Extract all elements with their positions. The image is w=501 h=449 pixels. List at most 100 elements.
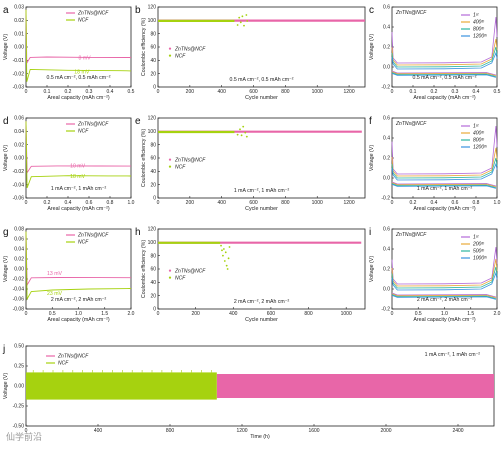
x-axis-label: Time (h) — [250, 434, 270, 440]
legend-marker — [168, 269, 172, 272]
data-point — [245, 135, 248, 138]
y-tick-label: 80 — [150, 142, 156, 148]
legend-label: NCF — [175, 164, 186, 170]
condition-text: 1 mA cm⁻², 1 mAh cm⁻² — [234, 188, 290, 194]
data-point — [245, 14, 248, 16]
panel-letter: i — [369, 227, 371, 238]
series-line — [25, 9, 132, 82]
y-tick-label: 0.08 — [14, 227, 24, 233]
y-tick-label: 60 — [150, 45, 156, 51]
x-tick-label: 0.2 — [410, 200, 417, 206]
y-tick-label: 40 — [150, 169, 156, 175]
y-tick-label: 120 — [148, 5, 157, 11]
legend-label: 500ᵗʰ — [473, 249, 484, 255]
x-tick-label: 0.5 — [49, 311, 56, 317]
y-axis-label: Voltage (V) — [3, 256, 9, 282]
y-tick-label: 0.6 — [383, 5, 390, 11]
series-line — [391, 182, 497, 188]
watermark-text: 仙学前沿 — [6, 433, 43, 443]
legend-label: 1ˢᵗ — [473, 235, 479, 241]
x-tick-label: 0 — [391, 200, 394, 206]
y-tick-label: -0.2 — [381, 307, 390, 313]
y-tick-label: 0 — [153, 85, 156, 91]
x-tick-label: 200 — [191, 311, 200, 317]
condition-text: 2 mA cm⁻², 2 mAh cm⁻² — [51, 297, 107, 303]
panel-i: 0 0.5 1.0 1.5 2.0 -0.2 0.0 0.2 0.4 0.6 Areal capac… — [369, 227, 501, 323]
panel-letter: e — [135, 116, 141, 127]
legend-label: 200ᵗʰ — [472, 242, 484, 248]
x-tick-label: 1.0 — [494, 200, 501, 206]
condition-text: 0.5 mA cm⁻², 0.5 mAh cm⁻² — [413, 75, 477, 81]
y-tick-label: 0.04 — [14, 247, 24, 253]
y-tick-label: 20 — [150, 182, 156, 188]
y-tick-label: 0.00 — [14, 45, 24, 51]
x-tick-label: 0.2 — [44, 200, 51, 206]
y-tick-label: 0.2 — [383, 267, 390, 273]
data-point — [220, 244, 222, 247]
legend-label: 1000ᵗʰ — [473, 256, 487, 262]
series-line — [391, 70, 497, 76]
y-tick-label: 0.4 — [383, 25, 390, 31]
series-line — [391, 71, 497, 77]
y-tick-label: -0.04 — [13, 287, 25, 293]
panel-j: 0 400 800 1200 1600 2000 2400 -0.50 -0.25 0.00 0.2… — [2, 344, 495, 440]
legend-label: NCF — [78, 240, 89, 246]
y-tick-label: 20 — [150, 293, 156, 299]
x-axis-label: Areal capacity (mAh cm⁻²) — [413, 206, 475, 212]
series-band — [216, 374, 495, 398]
y-tick-label: 0.4 — [383, 247, 390, 253]
panel-letter: a — [3, 5, 9, 16]
x-axis-label: Areal capacity (mAh cm⁻²) — [413, 95, 475, 101]
y-tick-label: 80 — [150, 31, 156, 37]
panel-a: 0 0.1 0.2 0.3 0.4 0.5 -0.03 -0.02 -0.01 0.00 0.01 0… — [3, 5, 135, 101]
panel-title: ZnTNs@NCF — [395, 232, 427, 238]
panel-g: 0 0.5 1.0 1.5 2.0 -0.08 -0.06 -0.04 -0.02 0.00 0.0… — [3, 227, 135, 323]
data-point — [238, 16, 241, 19]
y-tick-label: 100 — [148, 240, 157, 246]
x-tick-label: 2.0 — [494, 311, 501, 317]
y-tick-label: 0.0 — [383, 65, 390, 71]
x-tick-label: 600 — [267, 311, 276, 317]
y-tick-label: 40 — [150, 280, 156, 286]
x-axis-label: Areal capacity (mAh cm⁻²) — [413, 317, 475, 323]
y-axis-label: Coulombic efficiency (%) — [141, 18, 147, 76]
x-tick-label: 1.0 — [75, 311, 82, 317]
data-point — [224, 251, 227, 254]
x-tick-label: 0.4 — [473, 89, 480, 95]
y-tick-label: 20 — [150, 71, 156, 77]
y-tick-label: 0.50 — [14, 344, 24, 350]
x-tick-label: 200 — [186, 200, 195, 206]
legend-label: NCF — [175, 53, 186, 59]
x-tick-label: 0 — [25, 89, 28, 95]
y-tick-label: 100 — [148, 18, 157, 24]
y-axis-label: Voltage (V) — [369, 34, 375, 60]
x-tick-label: 0.6 — [86, 200, 93, 206]
data-point — [242, 125, 245, 128]
legend-marker — [168, 47, 172, 50]
condition-text: 0.5 mA cm⁻², 0.5 mAh cm⁻² — [230, 77, 294, 83]
condition-text: 0.5 mA cm⁻², 0.5 mAh cm⁻² — [47, 75, 111, 81]
data-point — [243, 24, 245, 27]
data-point — [239, 128, 241, 131]
y-tick-label: 0.4 — [383, 136, 390, 142]
x-tick-label: 1200 — [344, 200, 355, 206]
x-tick-label: 800 — [281, 200, 290, 206]
y-tick-label: 0.00 — [14, 384, 24, 390]
x-tick-label: 0.1 — [44, 89, 51, 95]
x-tick-label: 0 — [25, 200, 28, 206]
x-tick-label: 200 — [186, 89, 195, 95]
panel-letter: b — [135, 5, 141, 16]
annotation: 8 mV — [79, 56, 92, 62]
condition-text: 1 mA cm⁻², 1 mAh cm⁻² — [425, 352, 481, 358]
y-axis-label: Coulombic efficiency (%) — [141, 129, 147, 187]
y-tick-label: -0.01 — [13, 58, 25, 64]
y-tick-label: 0.02 — [14, 257, 24, 263]
y-tick-label: 0.25 — [14, 364, 24, 370]
panel-letter: c — [369, 5, 374, 16]
y-tick-label: -0.02 — [13, 169, 25, 175]
series-line — [391, 293, 497, 299]
y-tick-label: 80 — [150, 253, 156, 259]
x-tick-label: 0.5 — [128, 89, 135, 95]
y-axis-label: Coulombic efficiency (%) — [141, 240, 147, 298]
